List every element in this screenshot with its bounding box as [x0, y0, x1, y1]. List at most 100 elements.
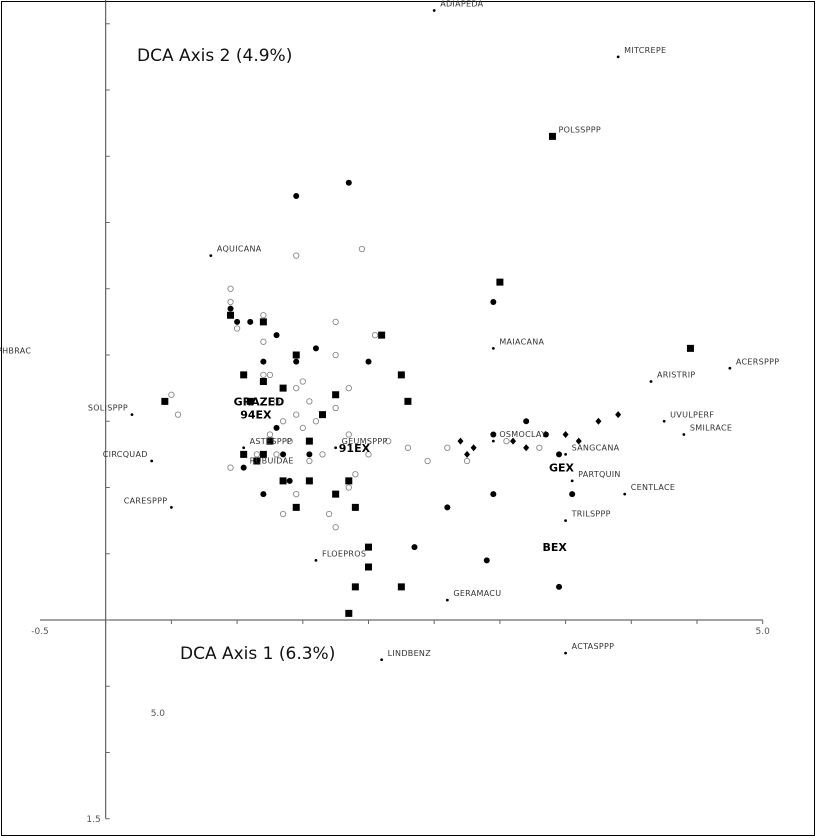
filled-circle-point: [306, 451, 313, 458]
open-circle-point: [345, 484, 352, 491]
filled-square-point: [279, 477, 287, 485]
species-label: ARISTRIP: [657, 371, 696, 380]
open-circle-point: [365, 451, 372, 458]
species-label: LINDBENZ: [388, 649, 432, 658]
open-circle-point: [260, 338, 267, 345]
filled-circle-point: [411, 544, 418, 551]
filled-circle-point: [523, 418, 530, 425]
open-circle-point: [293, 384, 300, 392]
open-circle-point: [345, 431, 352, 438]
filled-square-point: [279, 384, 287, 392]
filled-diamond-point: [595, 417, 602, 425]
filled-circle-point: [260, 358, 267, 365]
filled-diamond-point: [562, 431, 569, 438]
open-circle-point: [266, 431, 274, 438]
species-point: [334, 446, 338, 450]
species-point: [491, 439, 495, 443]
filled-diamond-point: [510, 437, 517, 445]
filled-square-point: [397, 583, 405, 591]
open-circle-point: [260, 371, 267, 379]
species-point: [649, 380, 653, 383]
group-label: 94EX: [240, 409, 272, 422]
filled-square-point: [351, 503, 359, 511]
filled-circle-point: [247, 318, 254, 325]
filled-diamond-point: [615, 411, 622, 419]
filled-square-point: [319, 411, 327, 419]
open-circle-point: [253, 451, 260, 458]
open-circle-point: [299, 378, 306, 385]
open-circle-point: [424, 457, 431, 465]
open-circle-point: [319, 451, 326, 458]
filled-circle-point: [286, 477, 293, 484]
filled-circle-point: [569, 491, 576, 498]
species-label: FLOEPROS: [322, 549, 366, 558]
open-circle-point: [260, 312, 267, 319]
species-label: GERAMACU: [453, 589, 501, 598]
species-label: SANGCANA: [572, 443, 620, 452]
filled-square-point: [365, 563, 372, 571]
group-label: BEX: [542, 541, 567, 554]
filled-circle-point: [312, 345, 319, 352]
y-axis-title: DCA Axis 2 (4.9%): [137, 46, 292, 66]
open-circle-point: [536, 444, 543, 451]
filled-circle-point: [345, 179, 352, 186]
open-circle-point: [227, 285, 234, 292]
filled-circle-point: [273, 332, 280, 339]
filled-square-point: [253, 457, 261, 465]
open-circle-point: [345, 384, 352, 392]
species-label: CENTLACE: [631, 483, 676, 492]
species-point: [380, 658, 384, 662]
species-label: MAIACANA: [499, 337, 544, 346]
species-label: MITCREPE: [624, 46, 666, 55]
filled-square-point: [227, 311, 235, 319]
filled-circle-point: [280, 451, 287, 458]
species-label: OSMOCLAY: [499, 430, 546, 439]
species-point: [682, 433, 686, 436]
group-label: GRAZED: [234, 395, 285, 408]
species-point: [314, 558, 318, 562]
filled-circle-point: [556, 451, 563, 458]
marks-layer: [130, 9, 732, 662]
filled-square-point: [332, 391, 340, 399]
species-label: PARTQUIN: [578, 470, 621, 479]
filled-circle-point: [490, 299, 497, 305]
filled-square-point: [345, 609, 353, 617]
filled-square-point: [259, 318, 267, 326]
filled-square-point: [397, 371, 405, 379]
filled-diamond-point: [523, 444, 530, 452]
species-point: [432, 9, 436, 12]
open-circle-point: [293, 252, 300, 259]
species-label: GEUMSPPP: [342, 437, 388, 446]
filled-square-point: [345, 477, 353, 485]
filled-circle-point: [490, 491, 497, 498]
species-point: [623, 492, 627, 496]
species-label: POLSSPPP: [558, 125, 601, 134]
species-label: ACERSPPP: [736, 357, 779, 366]
filled-square-point: [305, 477, 313, 485]
filled-square-point: [351, 583, 359, 591]
open-circle-point: [332, 404, 339, 412]
species-label: AMPHBRAC: [0, 347, 31, 356]
open-circle-point: [332, 318, 339, 326]
open-circle-point: [503, 437, 510, 445]
open-circle-point: [273, 451, 280, 458]
open-circle-point: [325, 510, 333, 518]
species-label: AQUICANA: [217, 245, 262, 254]
open-circle-point: [332, 351, 339, 359]
species-point: [570, 479, 574, 483]
filled-square-point: [404, 397, 412, 405]
open-circle-point: [273, 398, 280, 405]
species-point: [564, 519, 567, 523]
filled-circle-point: [542, 431, 549, 438]
species-point: [445, 598, 449, 602]
open-circle-point: [306, 398, 313, 405]
open-circle-point: [227, 298, 234, 306]
open-circle-point: [266, 371, 274, 379]
filled-square-point: [378, 331, 386, 339]
open-circle-point: [463, 457, 471, 465]
filled-circle-point: [365, 358, 372, 365]
species-point: [130, 413, 134, 417]
open-circle-point: [279, 510, 287, 518]
